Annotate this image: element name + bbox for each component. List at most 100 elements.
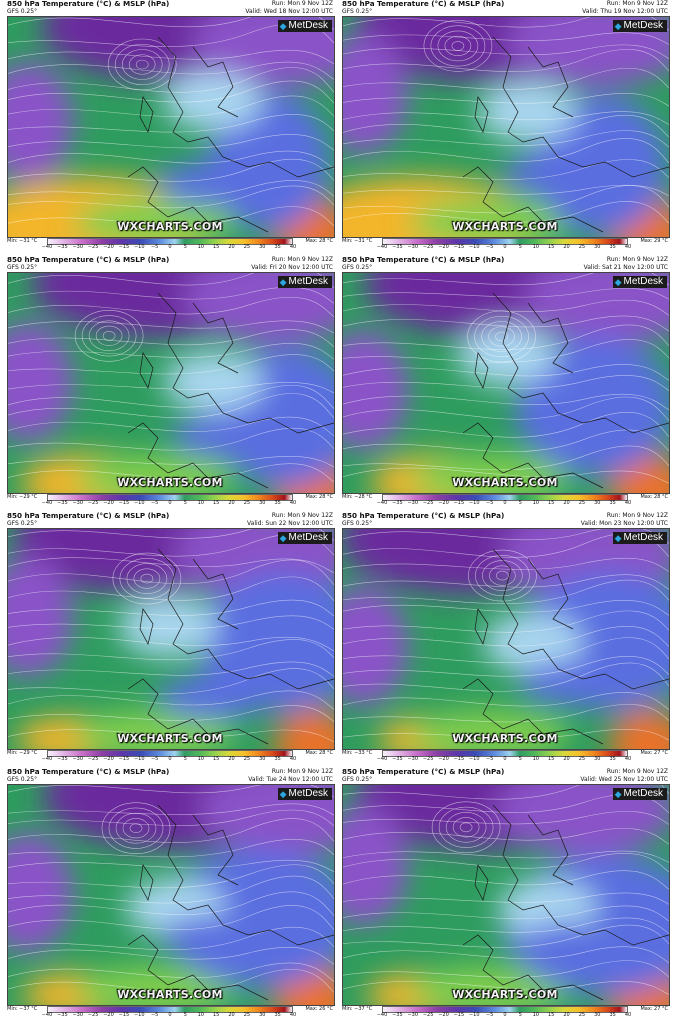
scale-tick: 20 bbox=[563, 500, 570, 506]
color-scale-bar bbox=[47, 494, 293, 501]
min-temp: Min: −37 °C bbox=[7, 1006, 38, 1012]
scale-tick: 40 bbox=[624, 1012, 632, 1018]
scale-tick: 5 bbox=[183, 1012, 187, 1018]
scale-tick: −30 bbox=[407, 756, 419, 762]
metdesk-logo-text: MetDesk bbox=[288, 532, 328, 543]
metdesk-icon: ◆ bbox=[614, 789, 622, 799]
metdesk-logo-text: MetDesk bbox=[288, 20, 328, 31]
metdesk-logo: ◆ MetDesk bbox=[277, 276, 332, 288]
metdesk-logo: ◆ MetDesk bbox=[612, 276, 667, 288]
scale-tick: −25 bbox=[422, 756, 434, 762]
scale-tick: 5 bbox=[183, 244, 187, 250]
metdesk-logo: ◆ MetDesk bbox=[612, 532, 667, 544]
scale-tick: 40 bbox=[289, 1012, 297, 1018]
metdesk-logo-text: MetDesk bbox=[288, 788, 328, 799]
color-scale: Min: −33 °C −40 −35 −30 −25 −20 −15 −10 −5 0 5 10 1… bbox=[342, 749, 668, 764]
valid-time: Valid: Mon 23 Nov 12:00 UTC bbox=[580, 520, 668, 527]
panel-header: 850 hPa Temperature (°C) & MSLP (hPa) GF… bbox=[342, 256, 668, 272]
color-scale: Min: −37 °C −40 −35 −30 −25 −20 −15 −10 −5 0 5 10 1… bbox=[7, 1005, 333, 1020]
chart-panel-3: 850 hPa Temperature (°C) & MSLP (hPa) GF… bbox=[4, 256, 336, 508]
run-label: Run: Mon 9 Nov 12Z bbox=[606, 0, 668, 7]
scale-tick: 15 bbox=[547, 244, 555, 250]
wxcharts-watermark: WXCHARTS.COM bbox=[117, 988, 223, 1001]
scale-tick: −10 bbox=[468, 244, 480, 250]
scale-tick: −15 bbox=[453, 1012, 465, 1018]
panel-title: 850 hPa Temperature (°C) & MSLP (hPa) bbox=[342, 768, 505, 776]
scale-tick: −30 bbox=[72, 500, 84, 506]
scale-tick: 20 bbox=[228, 1012, 235, 1018]
scale-tick: −30 bbox=[72, 244, 84, 250]
color-scale-ticks: −40 −35 −30 −25 −20 −15 −10 −5 0 5 10 15 20 25 30 35 40 bbox=[42, 1012, 297, 1019]
scale-tick: 10 bbox=[197, 500, 204, 506]
wxcharts-watermark: WXCHARTS.COM bbox=[117, 476, 223, 489]
color-scale-bar bbox=[47, 238, 293, 245]
scale-tick: 35 bbox=[274, 756, 281, 762]
panel-header: 850 hPa Temperature (°C) & MSLP (hPa) GF… bbox=[7, 0, 333, 16]
wxcharts-watermark: WXCHARTS.COM bbox=[117, 732, 223, 745]
scale-tick: −35 bbox=[392, 1012, 403, 1018]
scale-tick: −20 bbox=[103, 500, 114, 506]
scale-tick: 5 bbox=[183, 756, 187, 762]
color-scale: Min: −29 °C −40 −35 −30 −25 −20 −15 −10 −5 0 5 10 1… bbox=[7, 493, 333, 508]
min-temp: Min: −37 °C bbox=[342, 1006, 373, 1012]
metdesk-logo: ◆ MetDesk bbox=[612, 788, 667, 800]
temperature-map bbox=[7, 16, 335, 238]
scale-tick: 0 bbox=[503, 756, 507, 762]
valid-time: Valid: Sun 22 Nov 12:00 UTC bbox=[247, 520, 333, 527]
scale-tick: −15 bbox=[453, 244, 465, 250]
scale-tick: 35 bbox=[274, 1012, 281, 1018]
scale-tick: 30 bbox=[259, 244, 266, 250]
model-label: GFS 0.25° bbox=[7, 520, 38, 527]
scale-tick: −40 bbox=[376, 244, 388, 250]
panel-title: 850 hPa Temperature (°C) & MSLP (hPa) bbox=[342, 512, 505, 520]
run-label: Run: Mon 9 Nov 12Z bbox=[606, 512, 668, 519]
run-label: Run: Mon 9 Nov 12Z bbox=[606, 256, 668, 263]
scale-tick: 40 bbox=[624, 244, 632, 250]
scale-tick: −20 bbox=[438, 756, 449, 762]
scale-tick: 10 bbox=[532, 1012, 539, 1018]
metdesk-icon: ◆ bbox=[614, 533, 622, 543]
metdesk-logo-text: MetDesk bbox=[623, 276, 663, 287]
color-scale-bar bbox=[382, 1006, 628, 1013]
chart-panel-4: 850 hPa Temperature (°C) & MSLP (hPa) GF… bbox=[339, 256, 671, 508]
max-temp: Max: 27 °C bbox=[640, 750, 668, 756]
max-temp: Max: 26 °C bbox=[305, 1006, 333, 1012]
scale-tick: −25 bbox=[422, 244, 434, 250]
scale-tick: 15 bbox=[547, 1012, 555, 1018]
scale-tick: −15 bbox=[453, 500, 465, 506]
scale-tick: 0 bbox=[168, 500, 172, 506]
min-temp: Min: −29 °C bbox=[7, 750, 38, 756]
color-scale: Min: −31 °C −40 −35 −30 −25 −20 −15 −10 −5 0 5 10 1… bbox=[342, 237, 668, 252]
chart-panel-1: 850 hPa Temperature (°C) & MSLP (hPa) GF… bbox=[4, 0, 336, 252]
min-temp: Min: −28 °C bbox=[342, 494, 373, 500]
color-scale: Min: −31 °C −40 −35 −30 −25 −20 −15 −10 −5 0 5 10 1… bbox=[7, 237, 333, 252]
scale-tick: 25 bbox=[578, 1012, 586, 1018]
scale-tick: −25 bbox=[87, 1012, 99, 1018]
temperature-map bbox=[7, 784, 335, 1006]
max-temp: Max: 28 °C bbox=[305, 238, 333, 244]
scale-tick: 30 bbox=[594, 244, 601, 250]
scale-tick: −15 bbox=[453, 756, 465, 762]
scale-tick: −25 bbox=[87, 756, 99, 762]
color-scale-ticks: −40 −35 −30 −25 −20 −15 −10 −5 0 5 10 15 20 25 30 35 40 bbox=[42, 244, 296, 251]
run-label: Run: Mon 9 Nov 12Z bbox=[271, 0, 333, 7]
scale-tick: 40 bbox=[624, 756, 632, 762]
scale-tick: 5 bbox=[518, 500, 522, 506]
temperature-map bbox=[342, 16, 670, 238]
scale-tick: 0 bbox=[168, 1012, 172, 1018]
valid-time: Valid: Tue 24 Nov 12:00 UTC bbox=[248, 776, 333, 783]
scale-tick: −40 bbox=[376, 1012, 388, 1018]
scale-tick: −35 bbox=[57, 500, 68, 506]
scale-tick: −25 bbox=[87, 500, 99, 506]
metdesk-logo: ◆ MetDesk bbox=[612, 20, 667, 32]
scale-tick: −15 bbox=[118, 500, 130, 506]
scale-tick: −35 bbox=[57, 1012, 68, 1018]
scale-tick: 10 bbox=[532, 756, 539, 762]
scale-tick: 35 bbox=[609, 244, 616, 250]
color-scale-bar bbox=[382, 494, 628, 501]
chart-panel-8: 850 hPa Temperature (°C) & MSLP (hPa) GF… bbox=[339, 768, 671, 1020]
wxcharts-watermark: WXCHARTS.COM bbox=[117, 220, 223, 233]
scale-tick: 5 bbox=[518, 1012, 522, 1018]
scale-tick: 25 bbox=[578, 244, 586, 250]
metdesk-icon: ◆ bbox=[614, 21, 622, 31]
